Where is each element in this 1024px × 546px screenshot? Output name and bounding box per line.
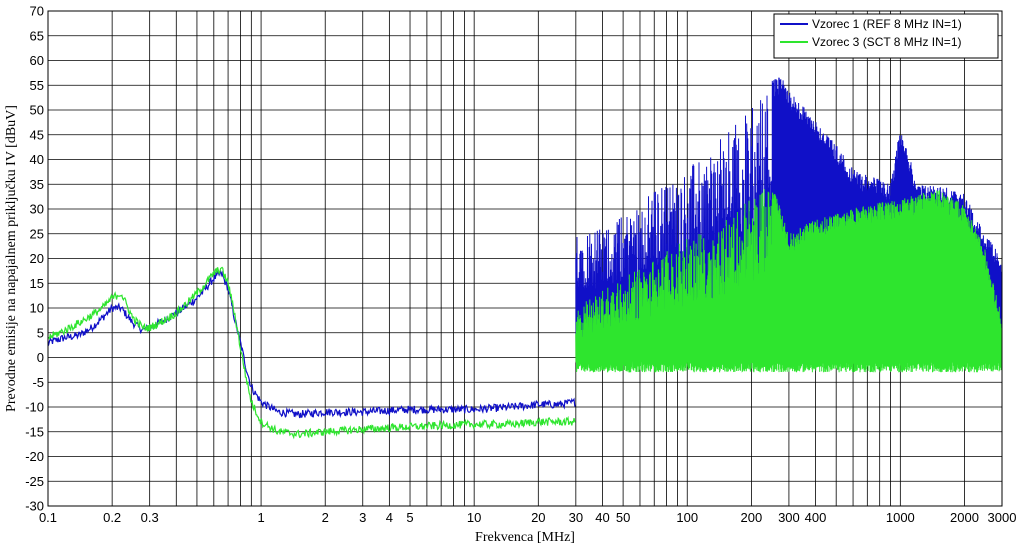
x-tick-label: 3000 bbox=[988, 510, 1017, 525]
x-tick-label: 0.3 bbox=[141, 510, 159, 525]
x-tick-label: 1 bbox=[257, 510, 264, 525]
series-line-low-band bbox=[48, 266, 576, 440]
x-tick-label: 400 bbox=[805, 510, 827, 525]
y-tick-label: -5 bbox=[32, 375, 44, 390]
x-tick-label: 20 bbox=[531, 510, 545, 525]
y-tick-label: 70 bbox=[30, 4, 44, 19]
x-tick-label: 30 bbox=[569, 510, 583, 525]
y-tick-label: 45 bbox=[30, 127, 44, 142]
y-axis-title: Prevodne emisije na napajalnem priključk… bbox=[4, 105, 19, 412]
series-line-low-band bbox=[48, 270, 576, 419]
x-tick-label: 2 bbox=[322, 510, 329, 525]
y-tick-label: -20 bbox=[25, 449, 44, 464]
legend-label-series-1: Vzorec 1 (REF 8 MHz IN=1) bbox=[812, 17, 962, 31]
y-tick-label: 10 bbox=[30, 301, 44, 316]
legend-label-series-2: Vzorec 3 (SCT 8 MHz IN=1) bbox=[812, 35, 961, 49]
y-tick-label: -25 bbox=[25, 474, 44, 489]
y-axis-ticks: -30 -25 -20 -15 -10 -5 0 5 10 15 20 25 30 35 40 45 50 55 6… bbox=[25, 4, 44, 514]
y-tick-label: -15 bbox=[25, 424, 44, 439]
y-tick-label: 15 bbox=[30, 276, 44, 291]
x-axis-title: Frekvenca [MHz] bbox=[475, 530, 575, 545]
y-tick-label: 65 bbox=[30, 28, 44, 43]
x-tick-label: 100 bbox=[676, 510, 698, 525]
x-tick-label: 200 bbox=[741, 510, 763, 525]
y-tick-label: 20 bbox=[30, 251, 44, 266]
x-tick-label: 300 bbox=[778, 510, 800, 525]
y-tick-label: 55 bbox=[30, 78, 44, 93]
x-tick-label: 1000 bbox=[886, 510, 915, 525]
y-tick-label: -30 bbox=[25, 499, 44, 514]
legend-box bbox=[773, 13, 999, 59]
legend: Vzorec 1 (REF 8 MHz IN=1) Vzorec 3 (SCT … bbox=[773, 13, 999, 59]
x-tick-label: 50 bbox=[616, 510, 630, 525]
y-tick-label: -10 bbox=[25, 400, 44, 415]
y-tick-label: 50 bbox=[30, 103, 44, 118]
x-tick-label: 5 bbox=[406, 510, 413, 525]
x-tick-label: 2000 bbox=[950, 510, 979, 525]
y-tick-label: 30 bbox=[30, 202, 44, 217]
y-tick-label: 60 bbox=[30, 53, 44, 68]
x-tick-label: 10 bbox=[467, 510, 481, 525]
x-tick-label: 40 bbox=[595, 510, 609, 525]
series-line-high-band bbox=[575, 189, 1002, 373]
plot-frame bbox=[47, 10, 1003, 507]
y-tick-label: 35 bbox=[30, 177, 44, 192]
y-tick-label: 40 bbox=[30, 152, 44, 167]
x-tick-label: 0.2 bbox=[103, 510, 121, 525]
x-axis-ticks: 0.1 0.2 0.3 1 2 3 4 5 10 20 30 40 50 100 200 300 400 1000… bbox=[39, 510, 1017, 525]
x-tick-label: 0.1 bbox=[39, 510, 57, 525]
y-tick-label: 0 bbox=[37, 350, 44, 365]
y-tick-label: 5 bbox=[37, 325, 44, 340]
series-lines bbox=[48, 77, 1002, 440]
x-tick-label: 3 bbox=[359, 510, 366, 525]
y-tick-label: 25 bbox=[30, 226, 44, 241]
x-tick-label: 4 bbox=[386, 510, 393, 525]
